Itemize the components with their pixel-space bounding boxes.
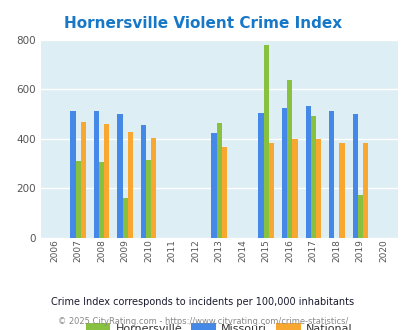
Text: Crime Index corresponds to incidents per 100,000 inhabitants: Crime Index corresponds to incidents per… (51, 297, 354, 307)
Bar (104, 124, 109, 238)
Bar (362, 143, 367, 238)
Bar (339, 143, 344, 238)
Bar (263, 45, 268, 238)
Legend: Hornersville, Missouri, National: Hornersville, Missouri, National (81, 318, 356, 330)
Bar (151, 138, 156, 238)
Bar (117, 114, 122, 238)
Bar (70, 112, 75, 238)
Bar (315, 139, 320, 238)
Bar (141, 125, 146, 238)
Bar (328, 112, 333, 238)
Text: Hornersville Violent Crime Index: Hornersville Violent Crime Index (64, 16, 341, 31)
Bar (258, 113, 263, 238)
Bar (81, 122, 86, 238)
Bar (99, 162, 104, 238)
Bar (292, 139, 297, 238)
Bar (352, 114, 357, 238)
Bar (211, 133, 216, 238)
Bar (268, 143, 273, 238)
Bar (286, 81, 292, 238)
Bar (75, 161, 81, 238)
Bar (310, 116, 315, 238)
Text: © 2025 CityRating.com - https://www.cityrating.com/crime-statistics/: © 2025 CityRating.com - https://www.city… (58, 317, 347, 326)
Bar (122, 199, 128, 238)
Bar (305, 106, 310, 238)
Bar (216, 123, 221, 238)
Bar (94, 112, 99, 238)
Bar (281, 108, 286, 238)
Bar (221, 147, 226, 238)
Bar (357, 195, 362, 238)
Bar (146, 160, 151, 238)
Bar (128, 132, 133, 238)
